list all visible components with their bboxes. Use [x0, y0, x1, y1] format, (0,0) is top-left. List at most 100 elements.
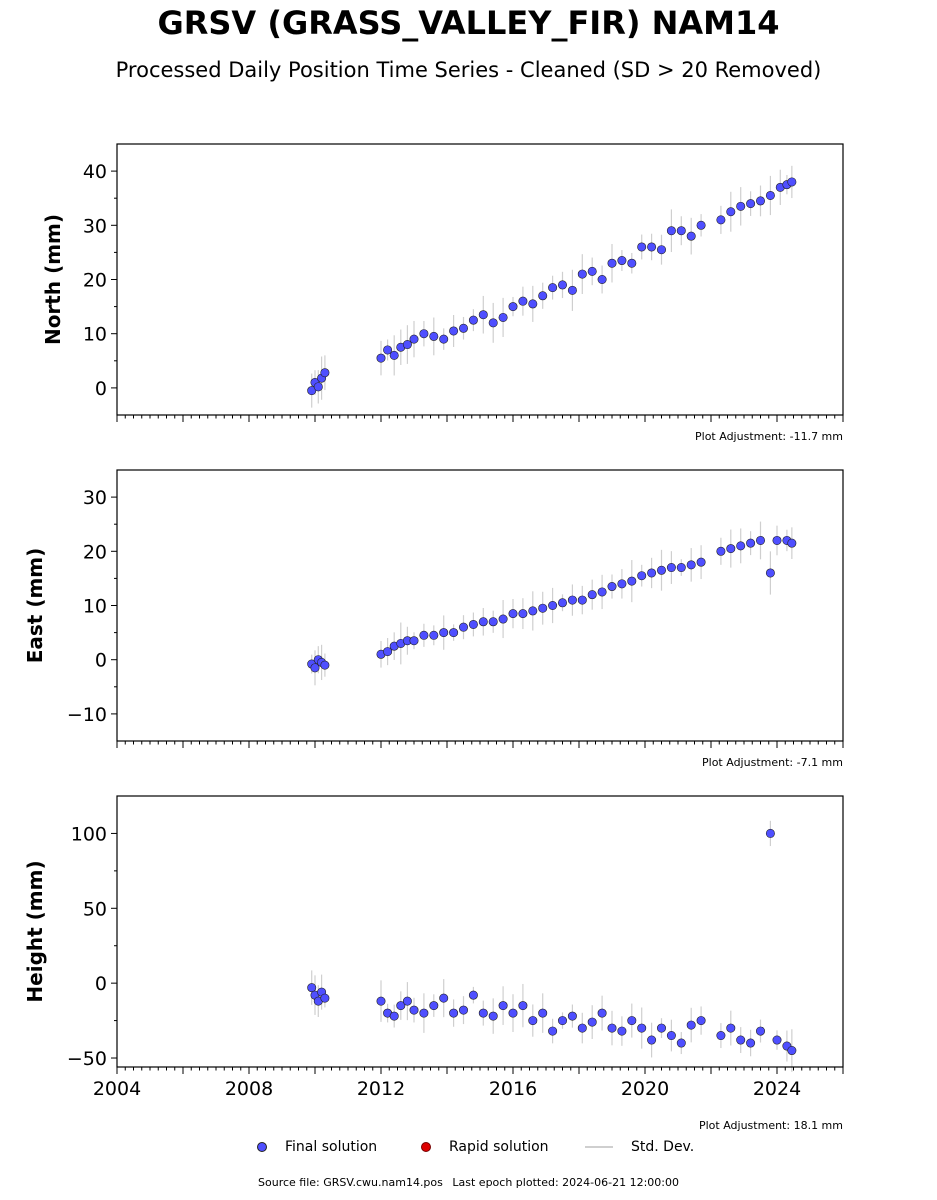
final-solution-point: [313, 382, 323, 392]
y-tick-label: 20: [83, 270, 107, 292]
last-epoch: Last epoch plotted: 2024-06-21 12:00:00: [452, 1176, 679, 1189]
final-solution-point: [538, 603, 548, 613]
legend-std: Std. Dev.: [585, 1136, 694, 1158]
final-solution-point: [656, 1023, 666, 1033]
final-solution-point: [538, 291, 548, 301]
x-tick-label: 2008: [225, 1078, 273, 1100]
final-solution-point: [587, 590, 597, 600]
final-solution-point: [383, 345, 393, 355]
rapid-solution-marker-icon: [421, 1142, 431, 1152]
x-tick-label: 2016: [489, 1078, 537, 1100]
final-solution-point: [726, 1023, 736, 1033]
final-solution-point: [557, 280, 567, 290]
final-solution-point: [686, 1020, 696, 1030]
y-tick-label: 20: [83, 541, 107, 563]
y-tick-label: 100: [71, 823, 107, 845]
final-solution-point: [656, 565, 666, 575]
final-solution-point: [419, 630, 429, 640]
final-solution-point: [787, 1046, 797, 1056]
final-solution-point: [755, 196, 765, 206]
legend: Final solution Rapid solution Std. Dev.: [0, 1136, 937, 1158]
final-solution-point: [597, 587, 607, 597]
y-axis-label: East (mm): [23, 548, 47, 664]
final-solution-point: [597, 274, 607, 284]
final-solution-point: [439, 628, 449, 638]
final-solution-point: [389, 1011, 399, 1021]
y-tick-label: 10: [83, 324, 107, 346]
final-solution-point: [458, 323, 468, 333]
final-solution-point: [478, 310, 488, 320]
final-solution-point: [567, 285, 577, 295]
final-solution-point: [548, 600, 558, 610]
final-solution-point: [577, 1023, 587, 1033]
final-solution-point: [587, 1017, 597, 1027]
axes-frame: [116, 469, 844, 742]
legend-std-label: Std. Dev.: [631, 1139, 695, 1155]
std-dev-line-icon: [585, 1146, 613, 1148]
y-tick-label: 30: [83, 215, 107, 237]
final-solution-point: [538, 1008, 548, 1018]
final-solution-point: [765, 568, 775, 578]
final-solution-point: [409, 334, 419, 344]
final-solution-point: [696, 220, 706, 230]
final-solution-point: [617, 579, 627, 589]
final-solution-point: [755, 1026, 765, 1036]
final-solution-point: [528, 299, 538, 309]
final-solution-point: [449, 1008, 459, 1018]
final-solution-point: [736, 201, 746, 211]
final-solution-point: [518, 296, 528, 306]
final-solution-point: [686, 231, 696, 241]
final-solution-point: [567, 595, 577, 605]
final-solution-point: [755, 535, 765, 545]
final-solution-point: [746, 199, 756, 209]
final-solution-point: [617, 1026, 627, 1036]
final-solution-point: [676, 1038, 686, 1048]
final-solution-point: [528, 1016, 538, 1026]
final-solution-point: [409, 636, 419, 646]
final-solution-point: [716, 1031, 726, 1041]
plot-adjustment: Plot Adjustment: -11.7 mm: [695, 430, 843, 443]
final-solution-point: [518, 609, 528, 619]
legend-rapid-label: Rapid solution: [449, 1139, 549, 1155]
final-solution-points: [307, 535, 797, 673]
final-solution-point: [468, 990, 478, 1000]
final-solution-point: [772, 535, 782, 545]
final-solution-point: [716, 215, 726, 225]
final-solution-point: [676, 226, 686, 236]
final-solution-point: [307, 983, 317, 993]
final-solution-point: [429, 331, 439, 341]
final-solution-marker-icon: [257, 1142, 267, 1152]
legend-final: Final solution: [257, 1136, 377, 1158]
final-solution-point: [468, 619, 478, 629]
plot-adjustment: Plot Adjustment: -7.1 mm: [702, 756, 843, 769]
final-solution-point: [389, 350, 399, 360]
final-solution-point: [402, 340, 412, 350]
final-solution-point: [478, 617, 488, 627]
final-solution-point: [518, 1001, 528, 1011]
final-solution-point: [647, 568, 657, 578]
final-solution-point: [587, 266, 597, 276]
final-solution-point: [557, 1016, 567, 1026]
source-file: Source file: GRSV.cwu.nam14.pos: [258, 1176, 443, 1189]
final-solution-point: [320, 993, 330, 1003]
final-solution-point: [419, 329, 429, 339]
final-solution-point: [772, 1035, 782, 1045]
final-solution-point: [488, 1011, 498, 1021]
chart-subtitle: Processed Daily Position Time Series - C…: [115, 58, 822, 82]
footer: Source file: GRSV.cwu.nam14.pos Last epo…: [0, 1176, 937, 1189]
x-tick-label: 2020: [621, 1078, 669, 1100]
final-solution-point: [607, 582, 617, 592]
legend-rapid: Rapid solution: [421, 1136, 549, 1158]
final-solution-point: [787, 538, 797, 548]
x-tick-label: 2024: [753, 1078, 801, 1100]
final-solution-point: [376, 996, 386, 1006]
final-solution-point: [607, 258, 617, 268]
final-solution-point: [666, 226, 676, 236]
y-tick-label: 0: [95, 650, 107, 672]
y-tick-label: 30: [83, 487, 107, 509]
final-solution-point: [656, 245, 666, 255]
final-solution-point: [402, 996, 412, 1006]
panel-north: 0 10 20 30 40 North (mm) Plot Adjustment: -11.…: [41, 143, 844, 443]
final-solution-point: [458, 1005, 468, 1015]
